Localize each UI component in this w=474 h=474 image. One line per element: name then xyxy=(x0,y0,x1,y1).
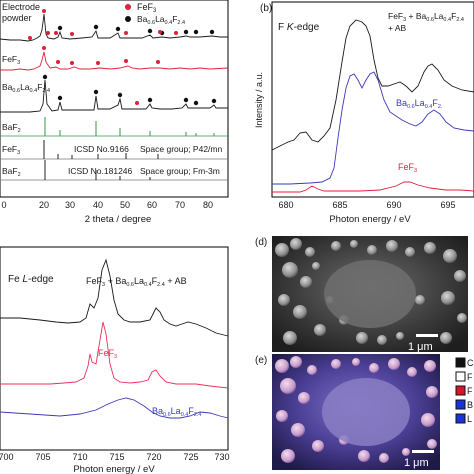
xrd-fef3-trace-label: FeF3 xyxy=(2,54,20,66)
eds-scale-bar xyxy=(412,450,434,453)
sem-particles xyxy=(275,238,467,345)
xrd-x-tick: 50 xyxy=(120,200,130,210)
xrd-bla-trace-label: Ba0.6La0.4F2.4 xyxy=(2,82,50,94)
eds-legend-label: F xyxy=(467,386,473,396)
fe-l-fef3-label: FeF3 xyxy=(98,348,117,360)
sem-scale-bar xyxy=(416,334,438,337)
fe-l-x-tick: 700 xyxy=(0,452,14,462)
panel-d-sem: (d) 1 μm xyxy=(255,236,468,353)
xrd-electrode-markers xyxy=(57,24,215,36)
fe-l-x-ticks: 700 705 710 715 720 725 730 xyxy=(0,452,230,462)
eds-scale-label: 1 μm xyxy=(404,457,429,469)
xrd-ref-baf2b-label: BaF2 xyxy=(2,166,21,178)
fe-l-x-axis-label: Photon energy / eV xyxy=(73,464,155,474)
f-k-bla-label: Ba0.6La0.4F2. xyxy=(396,98,443,110)
xrd-x-tick: 80 xyxy=(203,200,213,210)
eds-legend-swatch-la xyxy=(455,413,466,424)
eds-legend-label: F xyxy=(467,372,473,382)
f-k-edge-label: F K-edge xyxy=(278,22,320,33)
panel-a-frame xyxy=(0,0,229,198)
panel-a-xrd: Electrode powder FeF3 Ba0.6La0.4F2.4 FeF… xyxy=(0,0,229,225)
eds-legend-label: C xyxy=(467,358,474,368)
legend-fef3-marker xyxy=(125,4,131,10)
f-k-fef3-label: FeF3 xyxy=(398,162,417,174)
fe-l-x-tick: 705 xyxy=(35,452,50,462)
f-k-x-tick: 690 xyxy=(386,200,401,210)
eds-large-grain xyxy=(322,378,410,446)
sem-large-grain xyxy=(324,260,416,328)
panel-e-letter: (e) xyxy=(255,355,267,366)
sem-scale-label: 1 μm xyxy=(408,341,433,353)
xrd-ref-baf2b-sticks xyxy=(44,160,151,180)
xrd-ref-baf2-label: BaF2 xyxy=(2,122,21,134)
eds-legend-swatch-ba xyxy=(455,399,466,410)
xrd-ref-baf2-space-group: Space group; Fm-3m xyxy=(140,166,220,176)
f-k-x-tick: 695 xyxy=(440,200,455,210)
xrd-x-tick: 40 xyxy=(93,200,103,210)
fe-l-fef3-spectrum xyxy=(0,321,229,389)
eds-legend-label: B xyxy=(467,400,473,410)
f-k-y-axis-label: Intensity / a.u. xyxy=(254,72,264,128)
fe-l-mix-spectrum xyxy=(0,258,229,337)
panel-d-letter: (d) xyxy=(255,237,267,248)
fe-l-bla-spectrum xyxy=(0,397,229,419)
xrd-ref-fef3-icsd: ICSD No.9166 xyxy=(74,144,129,154)
xrd-bla-markers xyxy=(42,74,217,106)
f-k-x-tick: 680 xyxy=(278,200,293,210)
eds-legend-swatch-f xyxy=(455,371,466,382)
legend-bla-marker xyxy=(125,16,131,22)
xrd-x-tick: 30 xyxy=(65,200,75,210)
f-k-bla-spectrum xyxy=(272,71,474,185)
panel-c-frame xyxy=(0,246,229,451)
f-k-mix-spectrum xyxy=(271,19,474,151)
panel-e-eds: (e) 1 μm C F F B L xyxy=(255,354,474,470)
xrd-ref-fef3-sticks xyxy=(43,140,159,159)
legend-bla-label: Ba0.6La0.4F2.4 xyxy=(137,14,185,26)
eds-legend-swatch-fe xyxy=(455,385,466,396)
xrd-fef3-trace xyxy=(0,51,229,71)
fe-l-x-tick: 720 xyxy=(146,452,161,462)
xrd-electrode-fef3-markers xyxy=(28,9,178,40)
legend-electrode: Electrode xyxy=(2,2,40,12)
fe-l-x-tick: 710 xyxy=(72,452,87,462)
panel-b-letter: (b) xyxy=(260,3,272,14)
f-k-fef3-spectrum xyxy=(272,181,474,193)
xrd-ref-fef3-label: FeF3 xyxy=(2,144,20,156)
panel-b-frame xyxy=(271,1,474,198)
panel-c-fe-l-edge: Fe L-edge FeF3 + Ba0.6La0.4F2.4 + AB FeF… xyxy=(0,246,230,474)
f-k-x-tick: 685 xyxy=(332,200,347,210)
xrd-ref-baf2-icsd: ICSD No.181246 xyxy=(68,166,133,176)
fe-l-x-tick: 730 xyxy=(214,452,229,462)
xrd-x-tick: 20 xyxy=(39,200,49,210)
fe-l-mix-label: FeF3 + Ba0.6La0.4F2.4 + AB xyxy=(86,276,187,288)
xrd-x-tick: 60 xyxy=(147,200,157,210)
fe-l-x-tick: 715 xyxy=(109,452,124,462)
xrd-x-ticks: 0 20 30 40 50 60 70 80 xyxy=(1,200,213,210)
xrd-ref-fef3-space-group: Space group; P42/mn xyxy=(140,144,222,154)
eds-legend: C F F B L xyxy=(455,357,474,424)
fe-l-bla-label: Ba0.6La0.4F2.4 xyxy=(152,406,202,418)
xrd-x-tick: 0 xyxy=(1,200,6,210)
xrd-fef3-markers xyxy=(42,46,160,65)
xrd-x-axis-label: 2 theta / degree xyxy=(85,214,152,225)
fe-l-x-tick: 725 xyxy=(183,452,198,462)
xrd-bla-trace xyxy=(0,79,228,113)
f-k-mix-ab-label: + AB xyxy=(388,23,407,33)
eds-legend-label: L xyxy=(467,414,472,424)
f-k-x-ticks: 680 685 690 695 xyxy=(278,200,455,210)
xrd-bla-fef3-marker xyxy=(135,101,139,105)
fe-l-edge-label: Fe L-edge xyxy=(8,274,54,285)
legend-fef3-label: FeF3 xyxy=(137,2,157,14)
xrd-ref-baf2-sticks xyxy=(44,117,215,136)
f-k-mix-label: FeF3 + Ba0.6La0.4F2.4 xyxy=(388,11,464,23)
xrd-x-tick: 70 xyxy=(175,200,185,210)
xrd-electrode-trace xyxy=(0,13,228,42)
panel-b-f-k-edge: (b) F K-edge Intensity / a.u. FeF3 + Ba0… xyxy=(254,1,474,225)
eds-particles xyxy=(275,356,438,463)
eds-legend-swatch-c xyxy=(455,357,466,368)
f-k-x-axis-label: Photon energy / eV xyxy=(329,214,411,225)
legend-powder: powder xyxy=(2,13,32,23)
